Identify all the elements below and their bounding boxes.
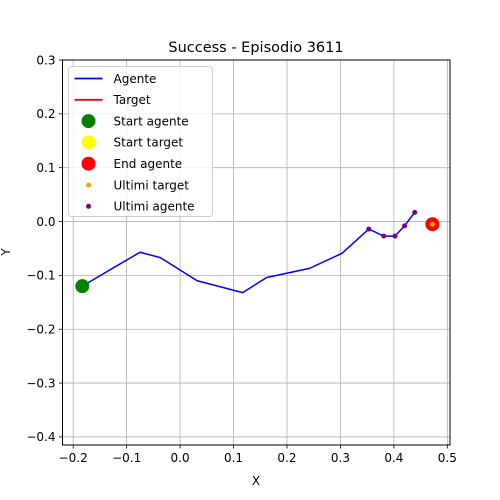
x-tick-label: 0.3	[331, 451, 350, 465]
y-tick-label: −0.4	[26, 430, 55, 444]
legend-swatch-ultimi-target	[86, 182, 91, 188]
x-tick-label: −0.1	[112, 451, 141, 465]
x-tick-label: 0.1	[224, 451, 243, 465]
y-tick-label: 0.2	[36, 107, 55, 121]
ultimi-agente-point	[402, 223, 408, 229]
chart-title: Success - Episodio 3611	[168, 40, 343, 56]
y-tick-label: −0.1	[26, 269, 55, 283]
y-tick-label: −0.3	[26, 376, 55, 390]
y-tick-label: −0.2	[26, 323, 55, 337]
legend-label-ultimi-target: Ultimi target	[114, 178, 190, 192]
axis-ticks: −0.2 −0.1 0.0 0.1 0.2 0.3 0.4 0.5 0.3 0.2 0.1 0.0 −0…	[26, 53, 457, 465]
legend-label-ultimi-agente: Ultimi agente	[114, 200, 195, 214]
legend-label-end-agente: End agente	[114, 157, 183, 171]
y-tick-label: 0.1	[36, 161, 55, 175]
y-tick-label: 0.3	[36, 53, 55, 67]
axes-frame	[62, 59, 451, 446]
legend-label-target: Target	[113, 93, 151, 107]
y-tick-label: 0.0	[36, 215, 55, 229]
legend-label-agente: Agente	[114, 72, 157, 86]
legend-box	[68, 66, 213, 217]
legend: Agente Target Start agente Start target End …	[68, 66, 213, 217]
ultimi-agente-point	[381, 233, 387, 239]
ultimi-agente-point	[392, 233, 398, 239]
x-tick-label: 0.0	[171, 451, 190, 465]
legend-label-start-agente: Start agente	[114, 114, 189, 128]
ultimi-agente-point	[366, 226, 372, 232]
plot-area	[75, 209, 440, 294]
x-tick-label: 0.5	[438, 451, 457, 465]
x-axis-label: X	[252, 474, 260, 488]
legend-swatch-ultimi-agente	[86, 203, 91, 209]
ultimi-target-point	[429, 221, 435, 227]
y-axis-label: Y	[0, 248, 13, 257]
legend-label-start-target: Start target	[114, 136, 184, 150]
legend-swatch-start-agente	[81, 114, 96, 129]
ultimi-agente-point	[412, 209, 418, 215]
legend-swatch-start-target	[81, 135, 96, 150]
legend-swatch-end-agente	[81, 156, 96, 171]
x-tick-label: 0.4	[384, 451, 403, 465]
x-tick-label: 0.2	[277, 451, 296, 465]
x-tick-label: −0.2	[59, 451, 88, 465]
start-agente-point	[75, 279, 90, 294]
